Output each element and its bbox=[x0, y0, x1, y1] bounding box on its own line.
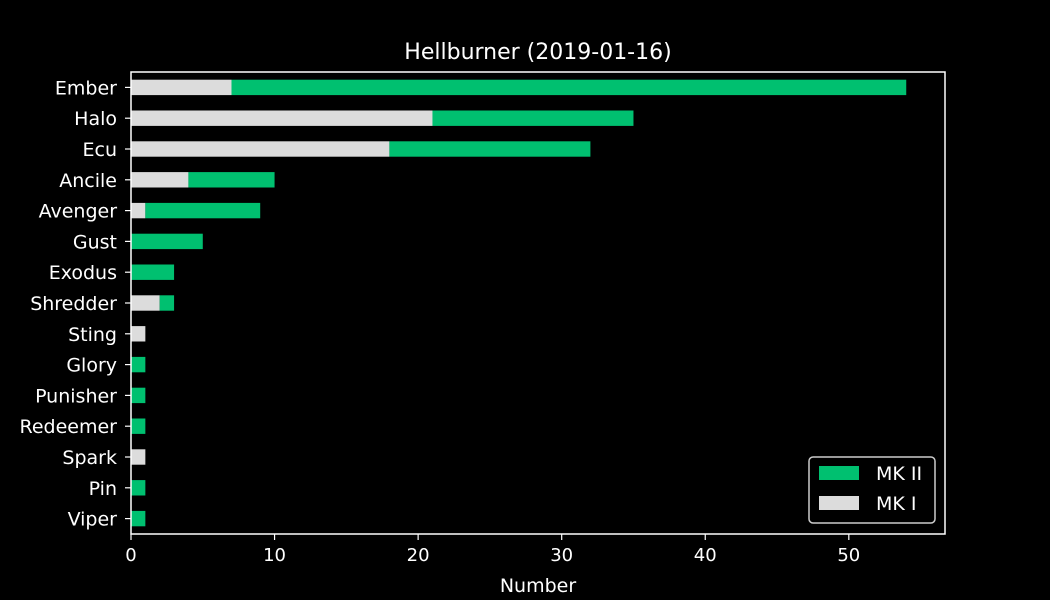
y-tick-label: Exodus bbox=[49, 262, 117, 284]
bar-pin-mk-ii bbox=[131, 480, 146, 496]
y-tick-label: Ecu bbox=[83, 139, 118, 161]
y-tick-label: Spark bbox=[62, 447, 117, 469]
y-tick-label: Ember bbox=[55, 77, 117, 99]
x-axis-label: Number bbox=[500, 575, 577, 597]
bar-ember-mk-ii bbox=[231, 79, 907, 96]
y-tick-label: Halo bbox=[74, 108, 117, 130]
y-axis: Ember Halo Ecu Ancile Avenger Gust Exodus Shred… bbox=[20, 77, 131, 531]
bar-sting-mk-i bbox=[131, 326, 146, 342]
y-tick-label: Gust bbox=[73, 231, 117, 253]
legend-label-mk-i: MK I bbox=[876, 493, 917, 515]
legend-swatch-mk-i bbox=[819, 496, 859, 510]
y-tick-label: Redeemer bbox=[20, 416, 118, 438]
bar-viper-mk-ii bbox=[131, 510, 146, 527]
y-tick-label: Pin bbox=[89, 478, 117, 500]
y-tick-label: Ancile bbox=[59, 170, 117, 192]
bar-ecu-mk-ii bbox=[389, 141, 591, 157]
x-tick-label: 10 bbox=[263, 545, 286, 566]
bar-halo-mk-ii bbox=[432, 110, 634, 126]
x-tick-label: 40 bbox=[694, 545, 717, 566]
y-tick-label: Sting bbox=[68, 324, 117, 346]
bar-ember-mk-i bbox=[131, 79, 232, 96]
bar-avenger-mk-ii bbox=[145, 202, 261, 219]
bar-shredder-mk-i bbox=[131, 295, 160, 311]
bars-group bbox=[131, 79, 907, 527]
legend-swatch-mk-ii bbox=[819, 466, 859, 480]
bar-spark-mk-i bbox=[131, 449, 146, 465]
x-axis: 0 10 20 30 40 50 bbox=[125, 534, 860, 566]
x-tick-label: 20 bbox=[407, 545, 430, 566]
bar-ecu-mk-i bbox=[131, 141, 390, 157]
bar-halo-mk-i bbox=[131, 110, 433, 126]
legend-label-mk-ii: MK II bbox=[876, 463, 922, 485]
y-tick-label: Glory bbox=[66, 355, 117, 377]
x-tick-label: 0 bbox=[125, 545, 136, 566]
bar-ancile-mk-i bbox=[131, 172, 189, 188]
plot-frame bbox=[130, 71, 946, 535]
bar-glory-mk-ii bbox=[131, 356, 146, 373]
chart-title: Hellburner (2019-01-16) bbox=[404, 40, 671, 65]
y-tick-label: Shredder bbox=[30, 293, 117, 315]
x-tick-label: 50 bbox=[837, 545, 860, 566]
x-tick-label: 30 bbox=[550, 545, 573, 566]
bar-redeemer-mk-ii bbox=[131, 418, 146, 434]
bar-shredder-mk-ii bbox=[159, 295, 175, 311]
bar-exodus-mk-ii bbox=[131, 264, 175, 280]
y-tick-label: Viper bbox=[68, 509, 118, 531]
bar-gust-mk-ii bbox=[131, 233, 203, 250]
bar-avenger-mk-i bbox=[131, 202, 146, 219]
y-tick-label: Punisher bbox=[35, 385, 117, 407]
bar-ancile-mk-ii bbox=[188, 172, 275, 188]
legend: MK II MK I bbox=[808, 456, 936, 524]
y-tick-label: Avenger bbox=[39, 201, 118, 223]
bar-punisher-mk-ii bbox=[131, 387, 146, 404]
